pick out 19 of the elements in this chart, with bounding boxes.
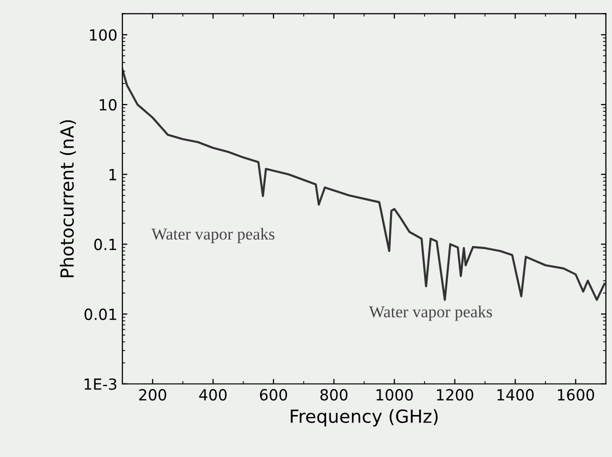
x-tick-label: 1600 — [558, 389, 594, 401]
line-series — [122, 68, 606, 301]
x-tick-label: 1400 — [497, 389, 534, 401]
x-tick-label: 400 — [199, 389, 227, 401]
y-tick-label: 0.01 — [84, 308, 116, 320]
annotation: Water vapor peaks — [151, 228, 274, 244]
x-tick-label: 800 — [320, 389, 348, 401]
x-axis-title: Frequency (GHz) — [290, 409, 438, 427]
x-tick-label: 1000 — [376, 389, 413, 401]
annotation: Water vapor peaks — [368, 306, 492, 321]
x-tick-label: 600 — [260, 389, 288, 401]
y-tick-label: 1 — [109, 169, 116, 180]
y-tick-label: 0.1 — [94, 238, 116, 250]
y-tick-label: 100 — [90, 29, 117, 41]
y-tick-label: 10 — [100, 99, 117, 111]
x-tick-label: 1200 — [437, 389, 474, 401]
y-axis-title: Photocurrent (nA) — [60, 120, 76, 278]
y-tick-label: 1E-3 — [84, 378, 116, 390]
x-tick-label: 200 — [139, 389, 166, 401]
